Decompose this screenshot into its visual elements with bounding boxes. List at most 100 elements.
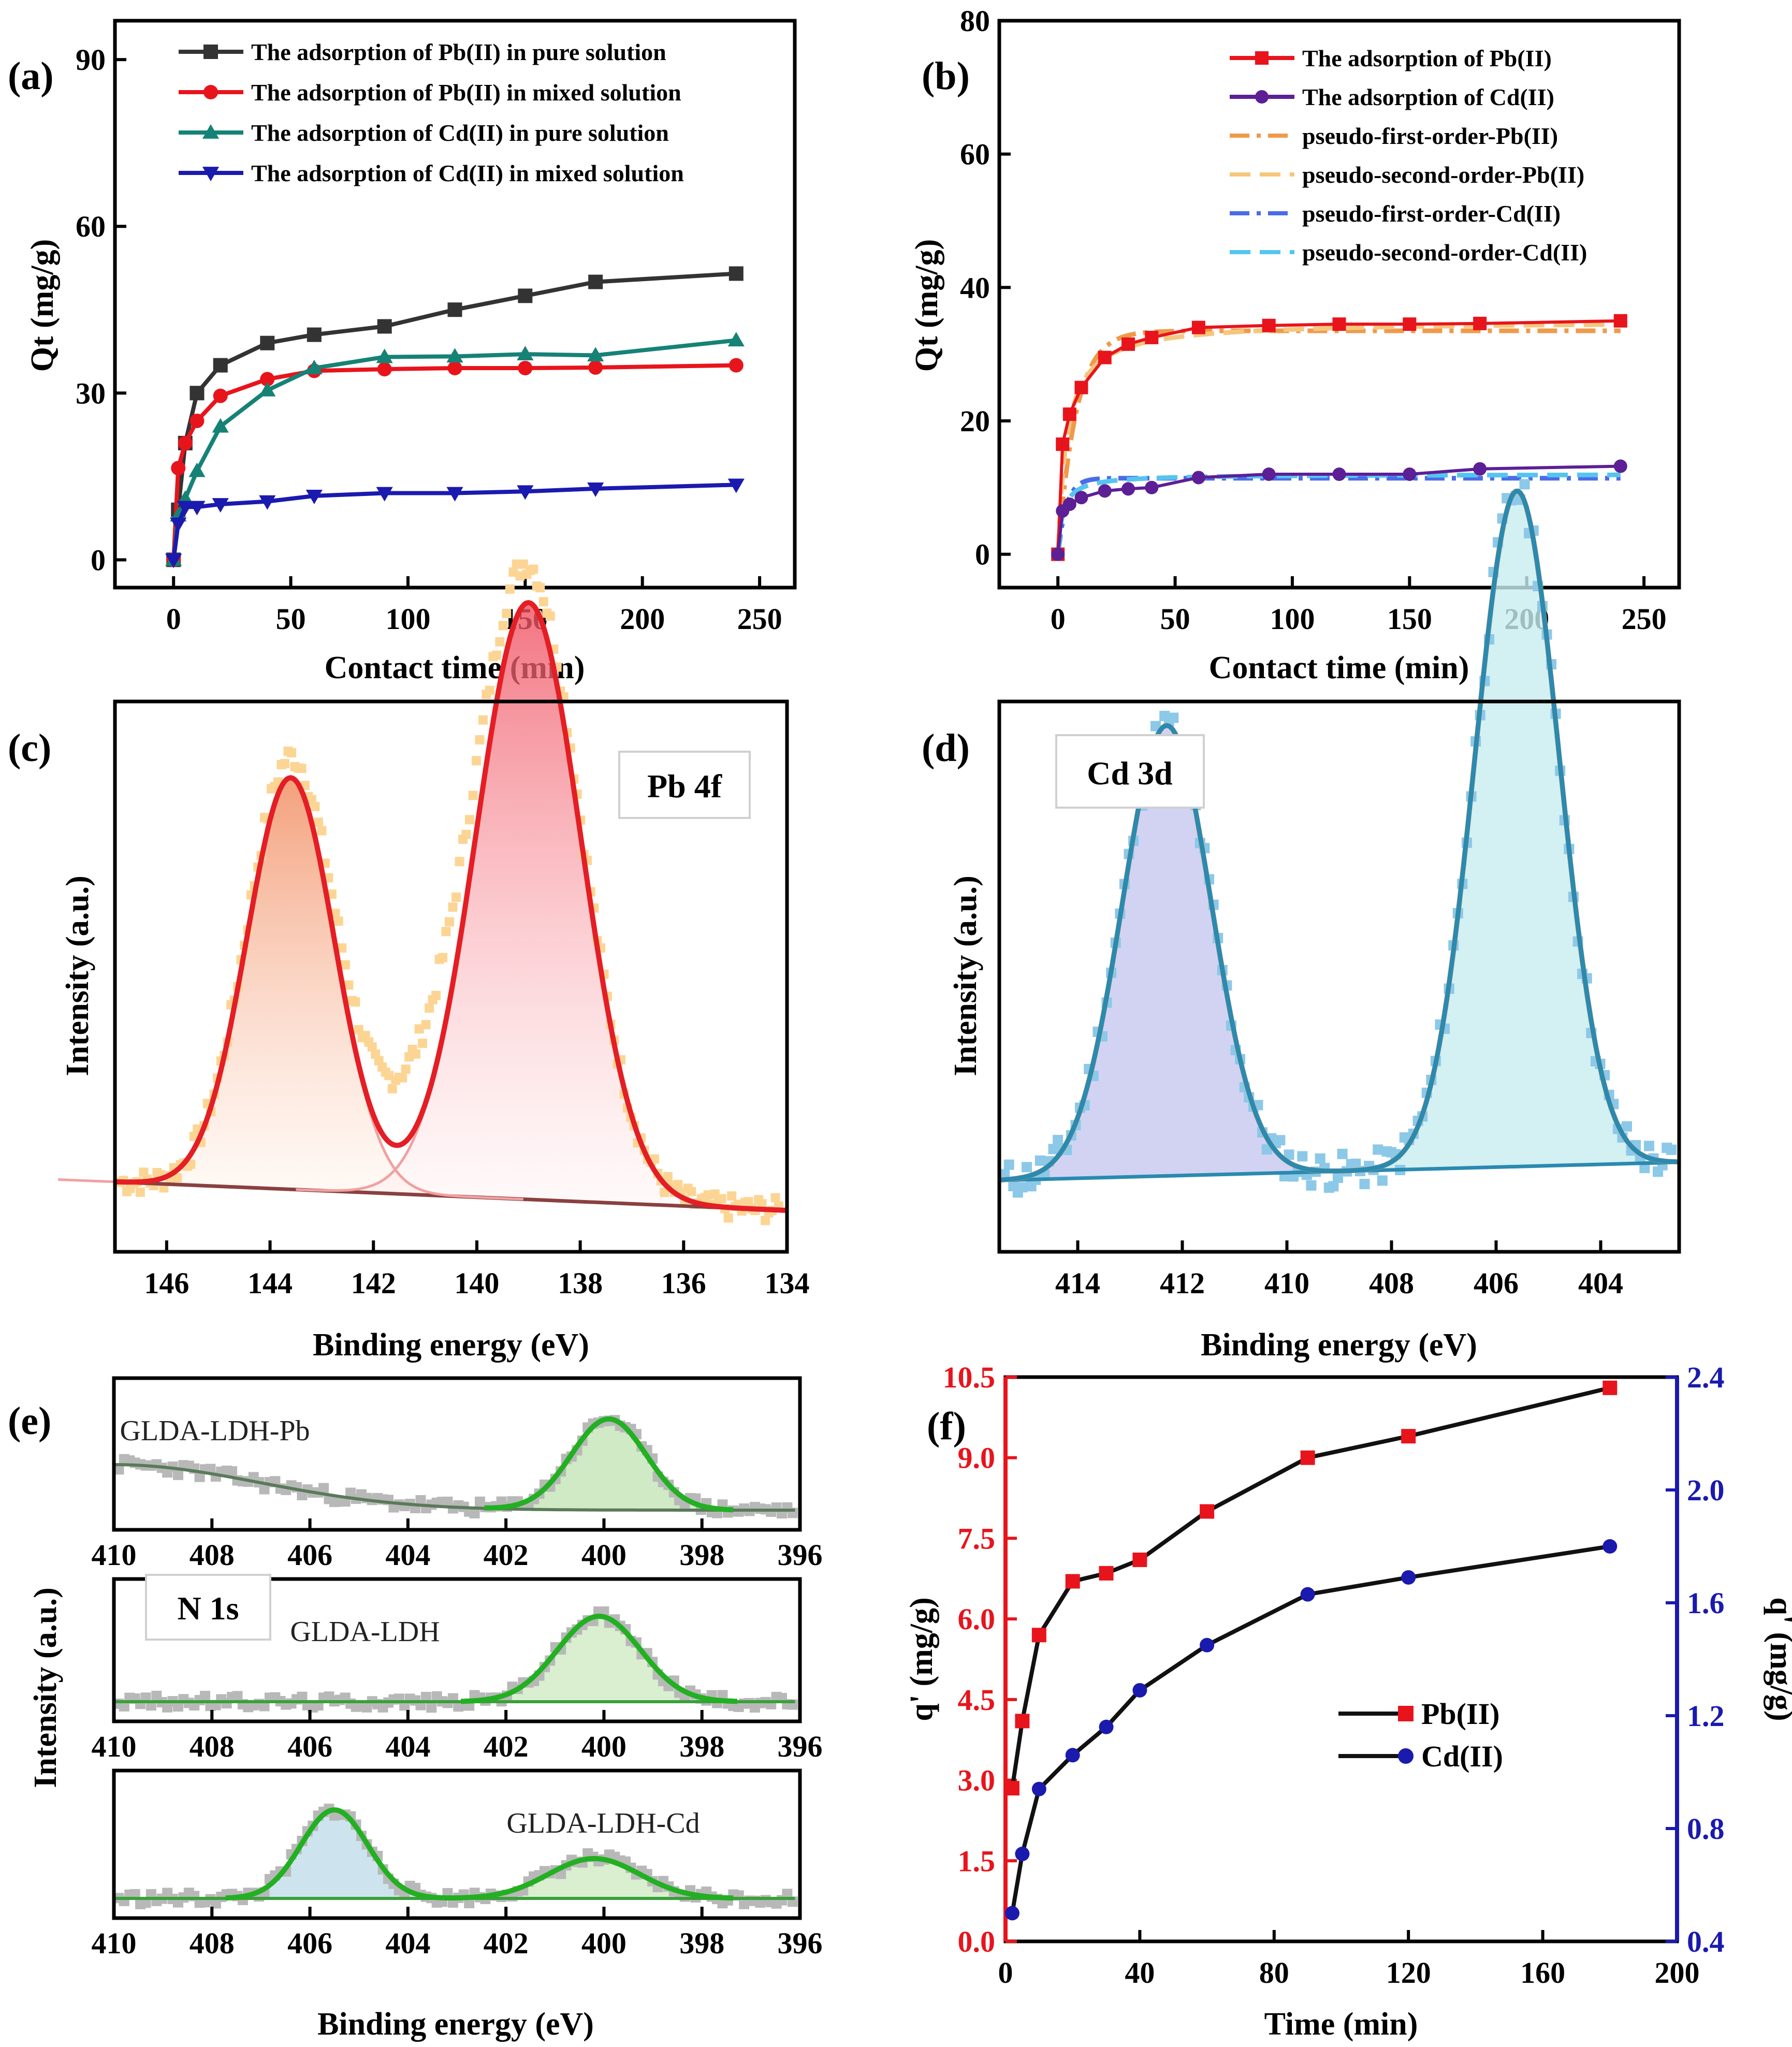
panel-d-raw-point — [1284, 1149, 1294, 1160]
legend-marker — [1255, 90, 1269, 104]
panel-d-raw-point — [1639, 1163, 1650, 1174]
panel-c-annotation: Pb 4f — [647, 768, 722, 805]
panel-c-raw-point — [455, 857, 464, 867]
panel-a-point — [307, 327, 322, 342]
f-ytick-label-left: 3.0 — [958, 1764, 996, 1797]
panel-d-xlabel: Binding energy (eV) — [1201, 1327, 1477, 1363]
panel-label-b: (b) — [922, 54, 970, 98]
f-ytick-label-left: 4.5 — [958, 1683, 996, 1717]
panel-c-raw-point — [286, 748, 296, 757]
c-xtick-label: 142 — [351, 1266, 396, 1300]
panel-e-subplot-frame — [112, 1376, 802, 1532]
panel-c-frame — [113, 699, 789, 1254]
panel-b-fit-curve-0 — [1055, 328, 1621, 554]
e-xtick-label: 402 — [484, 1538, 529, 1572]
panel-c-raw-point — [172, 1173, 182, 1183]
a-ytick-label: 90 — [76, 43, 106, 77]
panel-a-point — [587, 347, 604, 362]
panel-b-series-line-0 — [1056, 319, 1621, 554]
b-xtick-label: 100 — [1270, 602, 1315, 636]
panel-b-kinetics-fits: 050100150200250020406080 The adsorption … — [909, 4, 1681, 685]
panel-c-raw-point — [761, 1216, 770, 1225]
e-xtick-label: 408 — [190, 1730, 235, 1763]
b-ytick-label: 0 — [975, 538, 990, 572]
legend-label: pseudo-second-order-Pb(II) — [1302, 162, 1584, 188]
panel-d-raw-point — [1297, 1151, 1308, 1162]
panel-e-fit-curve — [460, 1614, 738, 1704]
panel-d-raw-point — [1168, 712, 1179, 723]
legend-marker — [1398, 1706, 1414, 1721]
panel-b-point — [1145, 480, 1159, 494]
panel-b-legend: The adsorption of Pb(II) The adsorption o… — [1230, 45, 1587, 266]
e-xtick-label: 408 — [190, 1926, 235, 1960]
panel-c-annotation-box — [618, 751, 751, 819]
panel-b-point — [1473, 316, 1487, 330]
panel-b-frame — [997, 19, 1681, 590]
panel-e-raw-point — [259, 1701, 270, 1712]
panel-c-raw-point — [337, 943, 347, 953]
e-xtick-label: 410 — [92, 1730, 137, 1763]
e-xtick-label: 408 — [190, 1538, 235, 1572]
panel-c-raw-point — [673, 1180, 683, 1190]
c-xtick-label: 146 — [144, 1266, 189, 1300]
panel-c-raw-point — [418, 1039, 428, 1048]
panel-f-point — [1602, 1539, 1618, 1554]
f-ytick-label-right: 0.8 — [1687, 1812, 1725, 1846]
panel-d-raw-point — [1035, 1155, 1045, 1166]
panel-f-point — [1015, 1714, 1030, 1729]
panel-d-raw-point — [1022, 1162, 1032, 1173]
panel-f-xlabel: Time (min) — [1264, 2007, 1418, 2042]
panel-c-raw-point — [135, 1187, 145, 1197]
panel-d-raw-point — [1053, 1135, 1063, 1146]
f-xtick-label: 0 — [998, 1956, 1013, 1990]
panel-f-series-line-0 — [1010, 1385, 1611, 1789]
panel-c-raw-point — [485, 685, 494, 695]
panel-e-raw-point — [782, 1889, 793, 1899]
panel-b-xlabel: Contact time (min) — [1209, 650, 1469, 685]
panel-a-point — [212, 418, 229, 433]
panel-a-legend: The adsorption of Pb(II) in pure solutio… — [179, 39, 684, 186]
panel-c-raw-point — [317, 826, 327, 836]
panel-d-raw-point — [1315, 1153, 1325, 1164]
panel-b-ylabel: Qt (mg/g) — [909, 239, 944, 372]
panel-c-raw-point — [340, 960, 350, 970]
a-xtick-label: 0 — [166, 602, 181, 636]
c-xtick-label: 140 — [454, 1266, 499, 1300]
panel-a-point — [170, 517, 187, 532]
panel-a-point — [305, 489, 323, 504]
e-xtick-label: 410 — [92, 1538, 137, 1572]
panel-label-f: (f) — [927, 1405, 966, 1448]
panel-c-raw-point — [297, 764, 307, 773]
panel-a-point — [177, 501, 194, 516]
panel-e-peak-fill — [187, 1810, 482, 1898]
panel-b-ticks: 050100150200250020406080 — [960, 4, 1667, 636]
panel-f-point — [1065, 1574, 1080, 1589]
panel-a-point — [188, 462, 206, 477]
panel-c-raw-point — [717, 1194, 726, 1204]
f-xtick-label: 40 — [1125, 1956, 1155, 1990]
panel-a-point — [213, 388, 228, 403]
e-xtick-label: 402 — [484, 1926, 529, 1960]
f-ytick-label-left: 0.0 — [958, 1925, 996, 1958]
panel-a-point — [518, 288, 533, 303]
panel-a-point — [517, 485, 534, 500]
b-xtick-label: 250 — [1622, 602, 1667, 636]
f-xtick-label: 120 — [1386, 1956, 1431, 1990]
e-xtick-label: 400 — [581, 1730, 627, 1763]
panel-c-raw-point — [445, 917, 455, 927]
legend-label: The adsorption of Cd(II) in pure solutio… — [251, 120, 669, 146]
panel-d-raw-point — [1666, 1144, 1677, 1155]
f-ytick-label-right: 1.2 — [1687, 1699, 1725, 1733]
panel-b-point — [1074, 491, 1088, 505]
panel-d-annotation-box — [1055, 734, 1205, 809]
panel-d-data — [999, 479, 1685, 1198]
panel-a-point — [729, 358, 744, 373]
panel-f-point — [1132, 1683, 1147, 1698]
legend-marker — [202, 167, 220, 182]
d-xtick-label: 408 — [1369, 1266, 1414, 1300]
panel-b-point — [1191, 320, 1205, 334]
panel-f-point — [1065, 1748, 1080, 1763]
f-ytick-label-left: 10.5 — [943, 1361, 996, 1394]
e-xtick-label: 404 — [385, 1538, 430, 1572]
panel-c-raw-point — [744, 1197, 753, 1207]
